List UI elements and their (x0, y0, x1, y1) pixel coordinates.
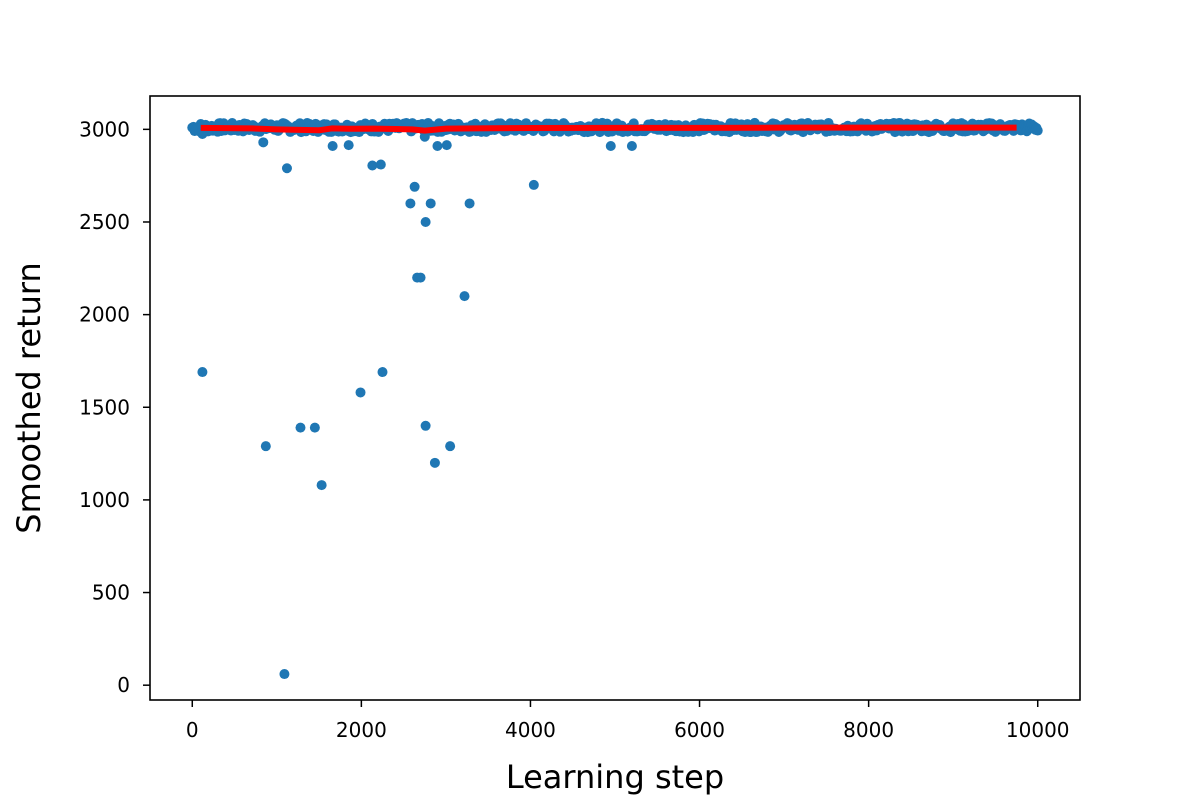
scatter-point (343, 140, 354, 151)
y-axis-label: Smoothed return (10, 262, 48, 533)
scatter-point (309, 422, 320, 433)
plot-frame (149, 95, 1081, 701)
scatter-point (316, 480, 327, 491)
y-tick-label: 2500 (79, 210, 130, 234)
y-tick-label: 3000 (79, 117, 130, 141)
scatter-point (459, 291, 470, 302)
scatter-point (409, 181, 420, 192)
scatter-point (258, 137, 269, 148)
scatter-point (626, 141, 637, 152)
y-tick-label: 1500 (79, 395, 130, 419)
scatter-point (419, 131, 430, 142)
scatter-point (429, 457, 440, 468)
scatter-point (464, 198, 475, 209)
scatter-point (197, 128, 208, 139)
scatter-point (260, 441, 271, 452)
scatter-point (375, 159, 386, 170)
scatter-point (445, 441, 456, 452)
y-tick-label: 1000 (79, 488, 130, 512)
scatter-point (415, 272, 426, 283)
scatter-point (327, 141, 338, 152)
x-tick-label: 0 (186, 718, 199, 742)
scatter-point (1032, 125, 1043, 136)
scatter-point (420, 216, 431, 227)
scatter-point (281, 163, 292, 174)
scatter-point (377, 367, 388, 378)
scatter-point (420, 420, 431, 431)
y-tick-label: 2000 (79, 303, 130, 327)
scatter-point (295, 422, 306, 433)
scatter-point (528, 179, 539, 190)
scatter-point (197, 367, 208, 378)
y-tick-label: 0 (117, 673, 130, 697)
scatter-point (425, 198, 436, 209)
x-tick-label: 2000 (336, 718, 387, 742)
scatter-point (605, 141, 616, 152)
x-tick-label: 8000 (843, 718, 894, 742)
scatter-point (279, 669, 290, 680)
scatter-point (367, 160, 378, 171)
x-tick-label: 4000 (505, 718, 556, 742)
x-axis-ticks: 0 2000 4000 6000 8000 10000 (186, 700, 1070, 742)
line-layer (200, 124, 1017, 134)
scatter-point (405, 198, 416, 209)
x-tick-label: 10000 (1006, 718, 1070, 742)
y-axis-ticks: 0 500 1000 1500 2000 2500 3000 (79, 117, 150, 697)
scatter-point (441, 140, 452, 151)
smoothed-line (200, 124, 1017, 134)
x-axis-label: Learning step (506, 758, 724, 796)
y-tick-label: 500 (92, 581, 130, 605)
scatter-point (355, 387, 366, 398)
scatter-point (432, 141, 443, 152)
x-tick-label: 6000 (674, 718, 725, 742)
